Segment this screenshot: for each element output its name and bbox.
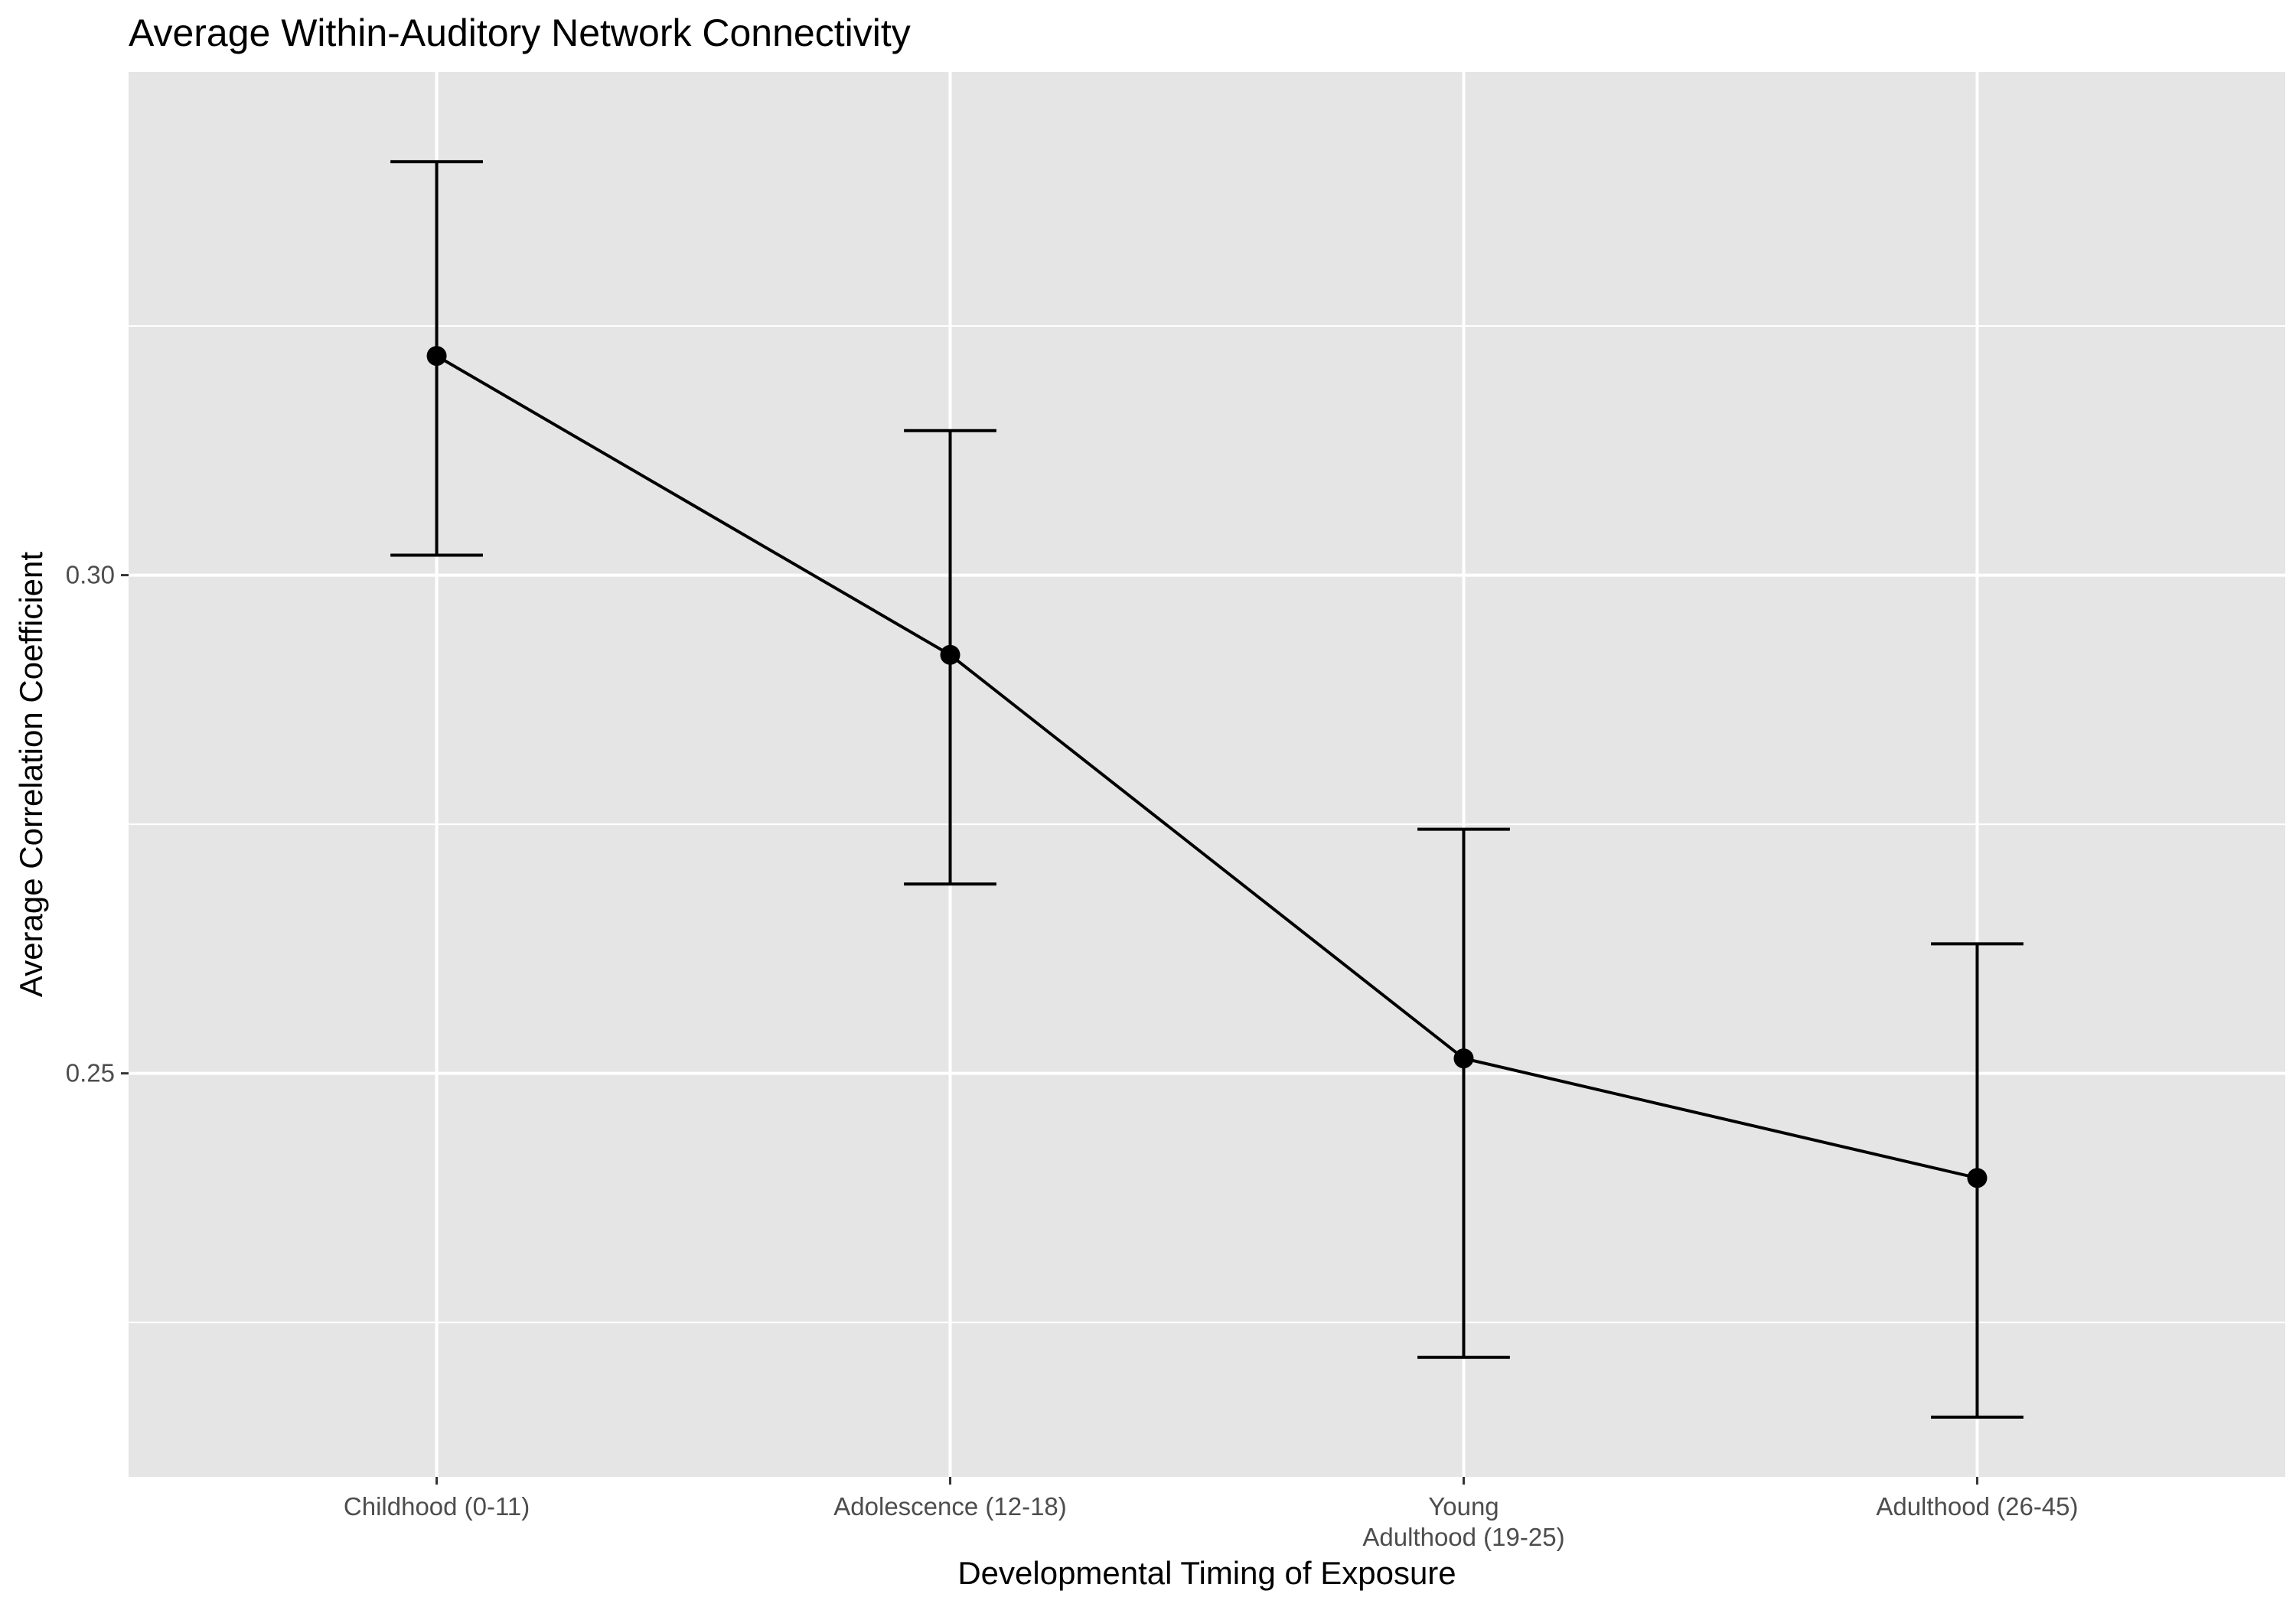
data-point — [426, 346, 447, 367]
data-point — [1967, 1168, 1988, 1188]
x-axis-title: Developmental Timing of Exposure — [957, 1555, 1456, 1591]
y-tick-label: 0.25 — [66, 1059, 115, 1087]
x-tick-label: Adulthood (26-45) — [1876, 1492, 2078, 1521]
plot-panel — [129, 72, 2285, 1477]
x-tick-label: Childhood (0-11) — [344, 1492, 530, 1521]
data-point — [940, 644, 960, 665]
chart-title: Average Within-Auditory Network Connecti… — [129, 11, 911, 54]
series-line — [435, 354, 1978, 1180]
data-point — [1453, 1048, 1474, 1069]
y-axis-title: Average Correlation Coefficient — [13, 552, 49, 997]
x-tick-label: Young Adulthood (19-25) — [1362, 1492, 1564, 1551]
x-axis: Childhood (0-11) Adolescence (12-18) Young… — [344, 1477, 2079, 1551]
minor-gridlines — [129, 325, 2285, 1324]
y-tick-label: 0.30 — [66, 561, 115, 589]
series-layer — [390, 160, 2024, 1419]
x-tick-label: Adolescence (12-18) — [833, 1492, 1067, 1521]
y-axis: 0.25 0.30 — [66, 561, 129, 1087]
